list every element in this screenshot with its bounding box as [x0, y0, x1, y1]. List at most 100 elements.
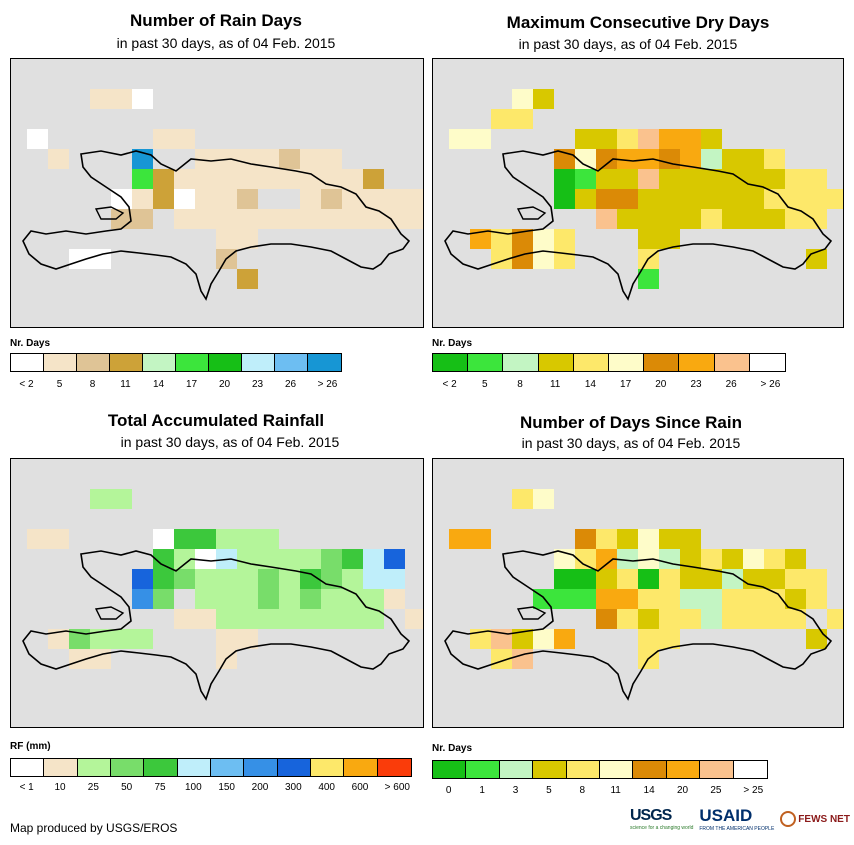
grid-cell	[258, 569, 279, 589]
grid-cell	[722, 569, 743, 589]
grid-cell	[806, 209, 827, 229]
grid-cell	[554, 189, 575, 209]
legend-swatch	[644, 354, 680, 371]
grid-cell	[111, 89, 132, 109]
lake-outline	[516, 206, 547, 220]
legend-bar-dry-days	[432, 353, 786, 372]
map-days-since-rain[interactable]	[432, 458, 844, 728]
legend-label: > 26	[317, 379, 338, 390]
legend-label: 17	[185, 379, 198, 390]
legend-label: 26	[725, 379, 737, 390]
grid-cell	[195, 589, 216, 609]
legend-label: 8	[89, 379, 96, 390]
fews-net-logo: FEWS NET	[780, 811, 850, 827]
grid-cell	[680, 209, 701, 229]
grid-cell	[153, 169, 174, 189]
legend-swatch	[633, 761, 667, 778]
grid-cell	[701, 609, 722, 629]
grid-cell	[342, 549, 363, 569]
grid-cell	[216, 569, 237, 589]
grid-cell	[405, 209, 423, 229]
legend-swatch	[11, 759, 45, 776]
grid-cell	[764, 189, 785, 209]
grid-cell	[153, 569, 174, 589]
country-outline	[22, 150, 411, 301]
legend-swatch	[733, 761, 767, 778]
grid-cell	[659, 169, 680, 189]
grid-cell	[132, 169, 153, 189]
grid-cell	[111, 489, 132, 509]
fews-seal-icon	[780, 811, 797, 827]
map-dry-days[interactable]	[432, 58, 844, 328]
grid-cell	[237, 569, 258, 589]
panel-subtitle-days-since-rain: in past 30 days, as of 04 Feb. 2015	[521, 435, 741, 451]
grid-cell	[195, 149, 216, 169]
usgs-tagline: science for a changing world	[630, 825, 694, 831]
grid-cell	[743, 189, 764, 209]
grid-cell	[279, 609, 300, 629]
grid-cell	[638, 609, 659, 629]
grid-cell	[342, 609, 363, 629]
map-rain-days[interactable]	[10, 58, 424, 328]
legend-label: 11	[549, 379, 561, 390]
grid-cell	[785, 549, 806, 569]
legend-label: > 25	[743, 785, 764, 796]
grid-cell	[237, 269, 258, 289]
logo-strip: USGS science for a changing world USAID FR…	[630, 806, 850, 832]
legend-swatch	[110, 354, 143, 371]
legend-label: 14	[643, 785, 655, 796]
legend-label: 14	[152, 379, 165, 390]
grid-cell	[617, 529, 638, 549]
map-total-rainfall[interactable]	[10, 458, 424, 728]
legend-label: > 26	[760, 379, 781, 390]
legend-swatch	[468, 354, 504, 371]
grid-cell	[342, 569, 363, 589]
grid-cell	[512, 489, 533, 509]
grid-cell	[470, 529, 491, 549]
legend-swatch	[533, 761, 567, 778]
legend-swatch	[11, 354, 44, 371]
grid-cell	[216, 169, 237, 189]
grid-cell	[659, 569, 680, 589]
grid-cell	[132, 209, 153, 229]
legend-label: > 600	[384, 782, 410, 793]
grid-cell	[258, 209, 279, 229]
grid-cell	[237, 549, 258, 569]
panel-title-days-since-rain: Number of Days Since Rain	[519, 413, 742, 432]
grid-cell	[638, 209, 659, 229]
grid-cell	[638, 269, 659, 289]
grid-cell	[554, 629, 575, 649]
legend-swatch	[666, 761, 701, 778]
grid-cell	[701, 589, 722, 609]
grid-cell	[554, 229, 575, 249]
grid-cell	[470, 129, 491, 149]
grid-cell	[722, 209, 743, 229]
country-outline	[444, 150, 833, 301]
grid-cell	[806, 189, 827, 209]
legend-swatch	[433, 761, 467, 778]
grid-cell	[258, 589, 279, 609]
grid-cell	[174, 169, 195, 189]
legend-label: 75	[154, 782, 166, 793]
legend-label: < 1	[19, 782, 34, 793]
grid-cell	[237, 589, 258, 609]
grid-cell	[491, 249, 512, 269]
grid-cell	[596, 129, 617, 149]
grid-cell	[321, 209, 342, 229]
grid-cell	[596, 569, 617, 589]
grid-cell	[596, 169, 617, 189]
panel-title-total-rainfall: Total Accumulated Rainfall	[107, 411, 325, 430]
grid-cell	[722, 549, 743, 569]
grid-cell	[279, 209, 300, 229]
grid-cell	[617, 569, 638, 589]
legend-swatch	[538, 354, 574, 371]
legend-swatch	[110, 759, 145, 776]
legend-swatch	[242, 354, 275, 371]
grid-cell	[680, 149, 701, 169]
grid-cell	[722, 169, 743, 189]
legend-swatch	[466, 761, 500, 778]
panel-subtitle-dry-days: in past 30 days, as of 04 Feb. 2015	[518, 36, 738, 52]
grid-cell	[27, 529, 48, 549]
grid-cell	[48, 629, 69, 649]
legend-label: 23	[690, 379, 702, 390]
